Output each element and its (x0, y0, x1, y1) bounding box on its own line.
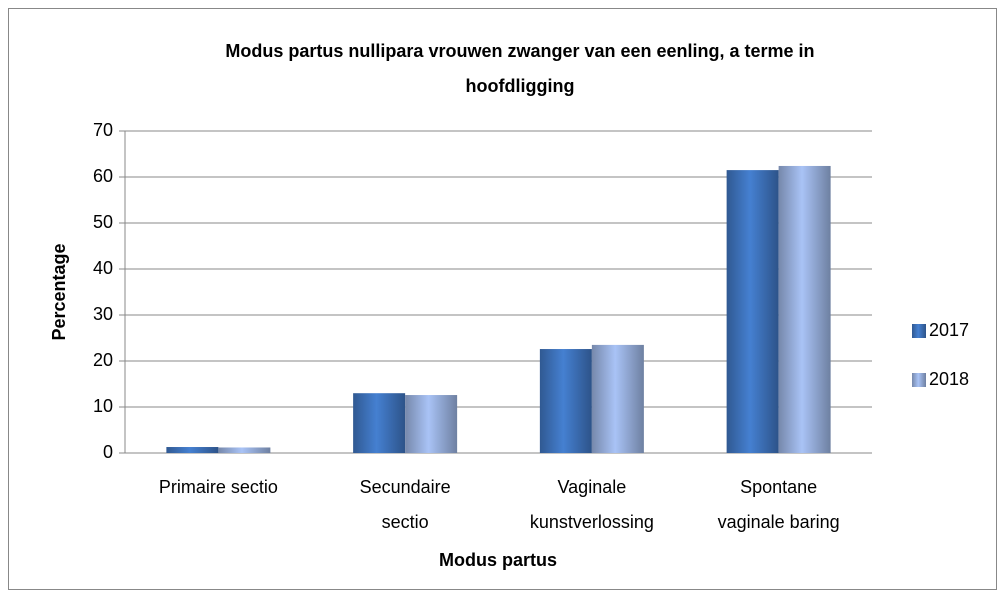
y-axis-title: Percentage (49, 243, 69, 340)
bar (726, 170, 779, 453)
y-tick-label: 60 (93, 166, 113, 186)
y-tick-label: 50 (93, 212, 113, 232)
bar (539, 349, 592, 453)
bar (778, 165, 831, 453)
y-tick-label: 10 (93, 396, 113, 416)
x-tick-label: Spontane vaginale baring (718, 477, 840, 532)
y-tick-label: 20 (93, 350, 113, 370)
bar (591, 344, 644, 453)
y-tick-label: 0 (103, 442, 113, 462)
x-tick-label: Primaire sectio (159, 477, 278, 497)
x-tick-label: Vaginale kunstverlossing (530, 477, 654, 532)
y-tick-label: 30 (93, 304, 113, 324)
y-tick-label: 40 (93, 258, 113, 278)
bar (166, 447, 219, 453)
legend-swatch (912, 373, 926, 387)
x-axis-title: Modus partus (439, 550, 557, 570)
bar (353, 393, 406, 453)
legend-swatch (912, 324, 926, 338)
legend-label: 2018 (929, 369, 969, 389)
y-tick-label: 70 (93, 120, 113, 140)
bar (218, 447, 271, 453)
legend-label: 2017 (929, 320, 969, 340)
x-tick-label: Secundaire sectio (360, 477, 451, 532)
chart-border (8, 8, 997, 590)
bar (405, 395, 458, 453)
chart-title: Modus partus nullipara vrouwen zwanger v… (225, 41, 814, 96)
